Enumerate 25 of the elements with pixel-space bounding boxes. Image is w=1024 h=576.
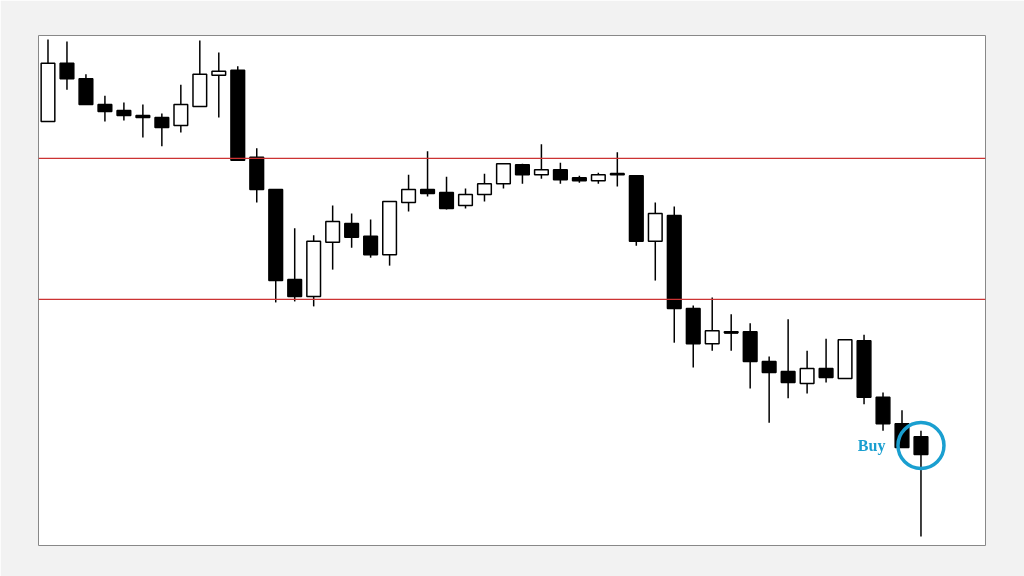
candlestick	[400, 173, 417, 213]
candlestick	[704, 296, 720, 352]
candlestick	[419, 150, 436, 198]
candlestick	[476, 172, 493, 203]
candlestick	[287, 227, 303, 303]
candlestick	[799, 349, 815, 395]
candlestick	[59, 40, 75, 91]
candlestick	[818, 337, 834, 384]
candlestick	[723, 313, 740, 352]
candlestick	[495, 163, 512, 190]
candlestick	[173, 83, 189, 134]
annotation: Buy	[857, 437, 886, 456]
candlestick	[780, 318, 796, 400]
candlestick	[154, 112, 170, 148]
candlestick	[761, 355, 777, 424]
candlestick	[457, 187, 474, 210]
candlestick	[344, 212, 360, 249]
candlestick	[438, 175, 455, 211]
candlestick	[552, 162, 568, 185]
candlestick	[533, 143, 549, 180]
candlestick	[913, 429, 929, 538]
candlestick	[211, 51, 227, 119]
candlestick	[97, 94, 113, 123]
candlestick	[325, 204, 341, 271]
candlestick	[363, 218, 379, 259]
